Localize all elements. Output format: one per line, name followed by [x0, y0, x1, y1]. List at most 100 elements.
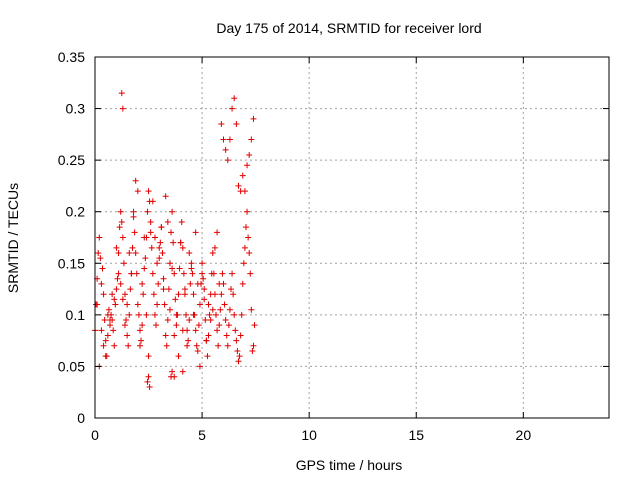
- data-point: [116, 224, 123, 231]
- data-point: [190, 311, 197, 318]
- data-point: [126, 311, 133, 318]
- data-point: [163, 342, 170, 349]
- data-point: [249, 347, 256, 354]
- data-point: [106, 322, 113, 329]
- data-point: [162, 332, 169, 339]
- x-tick-label: 15: [408, 427, 424, 443]
- data-point: [211, 291, 218, 298]
- data-point: [139, 322, 146, 329]
- data-point: [121, 322, 128, 329]
- data-point: [192, 327, 199, 334]
- data-point: [121, 291, 128, 298]
- data-point: [248, 136, 255, 143]
- data-point: [96, 234, 103, 241]
- data-point: [151, 234, 158, 241]
- data-point: [244, 162, 251, 169]
- data-point: [215, 342, 222, 349]
- data-point: [111, 296, 118, 303]
- data-point: [143, 311, 150, 318]
- data-point: [239, 280, 246, 287]
- data-point: [209, 249, 216, 256]
- data-point: [124, 301, 131, 308]
- data-point: [129, 244, 136, 251]
- y-tick-label: 0: [77, 410, 85, 426]
- data-point: [144, 208, 151, 215]
- data-point: [235, 358, 242, 365]
- data-point: [205, 332, 212, 339]
- data-point: [194, 347, 201, 354]
- data-point: [233, 337, 240, 344]
- data-point: [169, 265, 176, 272]
- data-point: [169, 208, 176, 215]
- data-point: [123, 317, 130, 324]
- data-point: [165, 286, 172, 293]
- data-point: [171, 332, 178, 339]
- data-point: [161, 301, 168, 308]
- chart-title: Day 175 of 2014, SRMTID for receiver lor…: [216, 20, 481, 36]
- data-point: [146, 384, 153, 391]
- data-point: [192, 229, 199, 236]
- data-point: [111, 342, 118, 349]
- data-point: [196, 363, 203, 370]
- x-tick-label: 10: [301, 427, 317, 443]
- data-point: [118, 90, 125, 97]
- data-point: [175, 291, 182, 298]
- data-point: [158, 224, 165, 231]
- data-point: [201, 286, 208, 293]
- data-point: [214, 327, 221, 334]
- y-tick-label: 0.05: [58, 358, 85, 374]
- data-point: [128, 270, 135, 277]
- data-point: [225, 322, 232, 329]
- data-point: [216, 322, 223, 329]
- data-point: [166, 260, 173, 267]
- y-tick-labels: 0 0.05 0.1 0.15 0.2 0.25 0.3 0.35: [58, 49, 85, 426]
- data-point: [250, 342, 257, 349]
- data-point: [173, 311, 180, 318]
- data-point: [218, 121, 225, 128]
- data-point: [156, 244, 163, 251]
- data-point: [181, 291, 188, 298]
- y-tick-label: 0.35: [58, 49, 85, 65]
- data-point: [226, 306, 233, 313]
- data-point: [133, 270, 140, 277]
- data-point: [132, 177, 139, 184]
- data-point: [224, 342, 231, 349]
- y-tick-label: 0.2: [66, 204, 86, 220]
- data-point: [187, 280, 194, 287]
- data-point: [179, 327, 186, 334]
- grid: [95, 57, 609, 418]
- data-point: [126, 249, 133, 256]
- data-point: [226, 136, 233, 143]
- data-point: [119, 296, 126, 303]
- data-point: [248, 306, 255, 313]
- data-point: [172, 296, 179, 303]
- data-point: [132, 249, 139, 256]
- data-point: [160, 286, 167, 293]
- data-point: [216, 280, 223, 287]
- data-point: [119, 234, 126, 241]
- data-point: [202, 317, 209, 324]
- data-point: [177, 239, 184, 246]
- data-point: [199, 260, 206, 267]
- data-point: [156, 255, 163, 262]
- data-point: [145, 353, 152, 360]
- data-point: [217, 306, 224, 313]
- axis-ticks: [94, 56, 609, 419]
- data-point: [157, 239, 164, 246]
- y-tick-label: 0.1: [66, 307, 86, 323]
- data-point: [227, 286, 234, 293]
- data-point: [181, 286, 188, 293]
- data-point: [205, 301, 212, 308]
- data-point: [110, 327, 117, 334]
- data-point: [222, 146, 229, 153]
- data-point: [246, 151, 253, 158]
- data-point: [170, 239, 177, 246]
- data-point: [102, 337, 109, 344]
- data-point: [194, 280, 201, 287]
- data-point: [188, 260, 195, 267]
- data-point: [239, 172, 246, 179]
- data-point: [112, 301, 119, 308]
- data-point: [237, 332, 244, 339]
- data-point: [241, 188, 248, 195]
